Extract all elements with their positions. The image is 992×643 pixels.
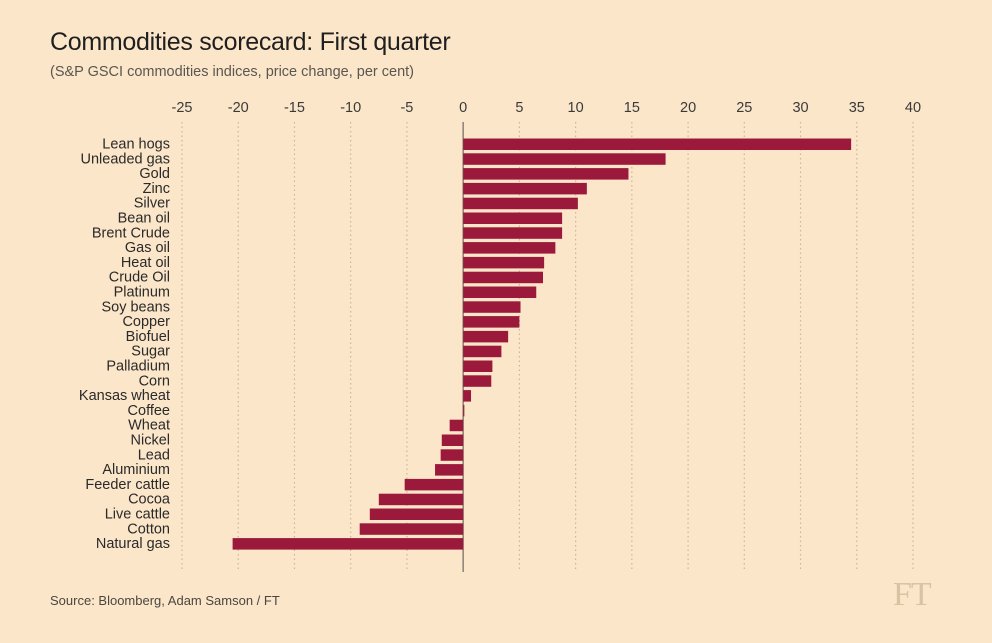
category-label: Palladium (106, 359, 170, 375)
category-label: Biofuel (126, 329, 170, 345)
category-label: Coffee (128, 403, 170, 419)
bar (463, 212, 563, 224)
bar (463, 375, 492, 387)
category-label: Cotton (127, 521, 170, 537)
bar (441, 434, 464, 446)
bar (463, 390, 472, 402)
x-tick-label: 35 (849, 100, 865, 116)
category-label: Live cattle (105, 507, 170, 523)
bars (232, 138, 852, 550)
x-tick-label: 40 (905, 100, 921, 116)
x-tick-label: 15 (624, 100, 640, 116)
category-label: Unleaded gas (81, 151, 171, 167)
category-label: Cocoa (128, 492, 171, 508)
category-label: Crude Oil (109, 270, 170, 286)
bar (449, 419, 464, 432)
category-label: Platinum (114, 285, 170, 301)
bar (463, 153, 666, 165)
x-tick-label: -20 (228, 100, 249, 116)
bar (463, 404, 465, 417)
bar (463, 286, 537, 298)
category-label: Wheat (128, 418, 170, 434)
x-tick-label: -10 (340, 100, 361, 116)
bar (463, 227, 563, 239)
bar (440, 449, 464, 461)
bar (463, 182, 587, 195)
category-label: Lean hogs (102, 137, 170, 153)
bar (435, 464, 464, 476)
category-label: Brent Crude (92, 225, 170, 241)
x-tick-label: -15 (284, 100, 305, 116)
x-tick-label: 20 (680, 100, 696, 116)
bar (369, 508, 464, 520)
x-tick-label: -5 (400, 100, 413, 116)
category-label: Feeder cattle (85, 477, 170, 493)
x-tick-label: -25 (172, 100, 193, 116)
bar (463, 271, 544, 284)
bar (232, 538, 464, 550)
category-label: Sugar (131, 344, 170, 360)
category-label: Heat oil (121, 255, 170, 271)
bar (359, 523, 464, 535)
category-label: Corn (139, 373, 170, 389)
bar (378, 493, 464, 506)
chart-title: Commodities scorecard: First quarter (50, 28, 451, 56)
chart-subtitle: (S&P GSCI commodities indices, price cha… (50, 64, 415, 80)
category-label: Aluminium (102, 462, 170, 478)
bar (463, 301, 521, 313)
bar (463, 330, 509, 343)
x-tick-label: 30 (792, 100, 808, 116)
x-tick-label: 10 (568, 100, 584, 116)
bar (463, 360, 493, 372)
source-note: Source: Bloomberg, Adam Samson / FT (50, 593, 280, 608)
bar (463, 256, 545, 269)
category-label: Kansas wheat (79, 388, 170, 404)
category-label: Gas oil (125, 240, 170, 256)
category-label: Lead (138, 447, 170, 463)
category-label: Nickel (131, 433, 170, 449)
ft-logo: FT (893, 576, 932, 613)
bar (463, 138, 852, 150)
bar (463, 242, 556, 254)
x-tick-label: 5 (515, 100, 523, 116)
category-label: Gold (139, 166, 170, 182)
bar (463, 168, 629, 180)
x-tick-label: 0 (459, 100, 467, 116)
category-label: Natural gas (96, 536, 170, 552)
category-label: Silver (134, 196, 170, 212)
bar (463, 316, 520, 328)
category-label: Soy beans (101, 299, 170, 315)
x-tick-label: 25 (736, 100, 752, 116)
category-label: Copper (122, 314, 170, 330)
bar (463, 197, 578, 210)
bar (463, 345, 502, 358)
x-axis-ticks: -25 -20 -15 -10 -5 0 5 10 15 20 25 30 35 40 (172, 100, 922, 116)
bar (404, 478, 464, 491)
category-label: Zinc (143, 181, 170, 197)
category-label: Bean oil (118, 211, 170, 227)
